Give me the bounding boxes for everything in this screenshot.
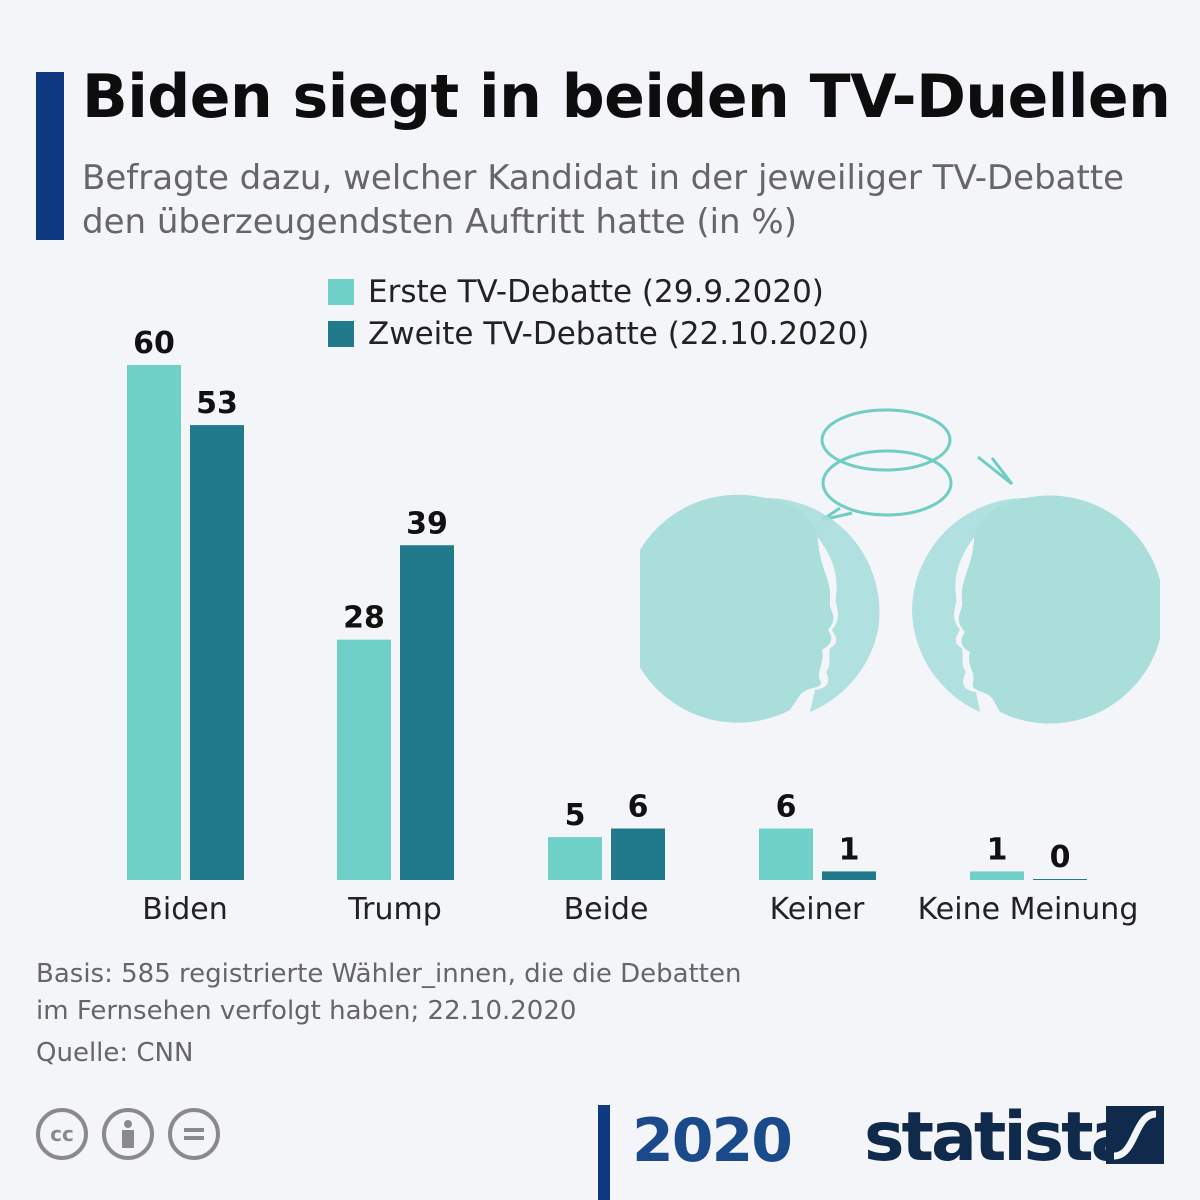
bar-beide-series1	[548, 837, 602, 880]
source-note: Quelle: CNN	[36, 1038, 194, 1068]
data-label: 53	[196, 386, 238, 421]
subtitle: Befragte dazu, welcher Kandidat in der j…	[82, 158, 1125, 242]
data-label: 1	[839, 832, 860, 867]
logo-2020-bar	[598, 1105, 610, 1200]
bar-beide-series2	[611, 828, 665, 880]
legend-item-first-debate: Erste TV-Debatte (29.9.2020)	[328, 274, 824, 310]
head-silhouette-left-icon	[640, 494, 834, 723]
bar-biden-series1	[127, 365, 181, 880]
statista-mark-icon	[1106, 1106, 1164, 1164]
data-label: 6	[628, 790, 649, 825]
bar-keine-meinung-series1	[970, 871, 1024, 880]
bar-trump-series1	[337, 639, 391, 880]
logo-2020: 2020	[632, 1106, 793, 1176]
data-label: 1	[987, 832, 1008, 867]
data-label: 28	[343, 601, 385, 636]
legend-item-second-debate: Zweite TV-Debatte (22.10.2020)	[328, 316, 869, 352]
bar-chart: 60 53 Biden 28 39 Trump 5 6 Beide 6 1 Keiner 1 0 Keine…	[127, 326, 1139, 927]
category-label: Biden	[142, 892, 227, 927]
statista-logo[interactable]: statista	[864, 1098, 1137, 1177]
bar-trump-series2	[400, 545, 454, 880]
category-label: Beide	[564, 892, 649, 927]
bar-keiner-series2	[822, 871, 876, 880]
speech-bubbles-icon	[820, 408, 1014, 522]
basis-note-line2: im Fernsehen verfolgt haben; 22.10.2020	[36, 996, 577, 1026]
debate-heads-illustration	[640, 408, 1160, 724]
category-label: Trump	[347, 892, 442, 927]
page-title: Biden siegt in beiden TV-Duellen	[82, 62, 1171, 132]
attribution-icon[interactable]	[102, 1108, 154, 1160]
cc-text: cc	[50, 1122, 74, 1146]
data-label: 5	[565, 798, 586, 833]
bar-biden-series2	[190, 425, 244, 880]
category-label: Keine Meinung	[918, 892, 1139, 927]
bar-keiner-series1	[759, 828, 813, 880]
data-label: 0	[1050, 840, 1071, 875]
legend-swatch	[328, 279, 354, 305]
head-silhouette-right-icon	[958, 495, 1160, 724]
data-label: 6	[776, 790, 797, 825]
legend-swatch	[328, 321, 354, 347]
category-label: Keiner	[770, 892, 865, 927]
basis-note-line1: Basis: 585 registrierte Wähler_innen, di…	[36, 959, 742, 989]
bar-keine-meinung-series2	[1033, 879, 1087, 880]
no-derivatives-icon[interactable]	[168, 1108, 220, 1160]
legend-label: Zweite TV-Debatte (22.10.2020)	[368, 316, 870, 352]
data-label: 60	[133, 326, 175, 361]
license-icons: cc	[36, 1108, 220, 1160]
title-accent-bar	[36, 72, 64, 240]
cc-icon[interactable]: cc	[36, 1108, 88, 1160]
data-label: 39	[406, 506, 448, 541]
legend-label: Erste TV-Debatte (29.9.2020)	[368, 274, 824, 310]
